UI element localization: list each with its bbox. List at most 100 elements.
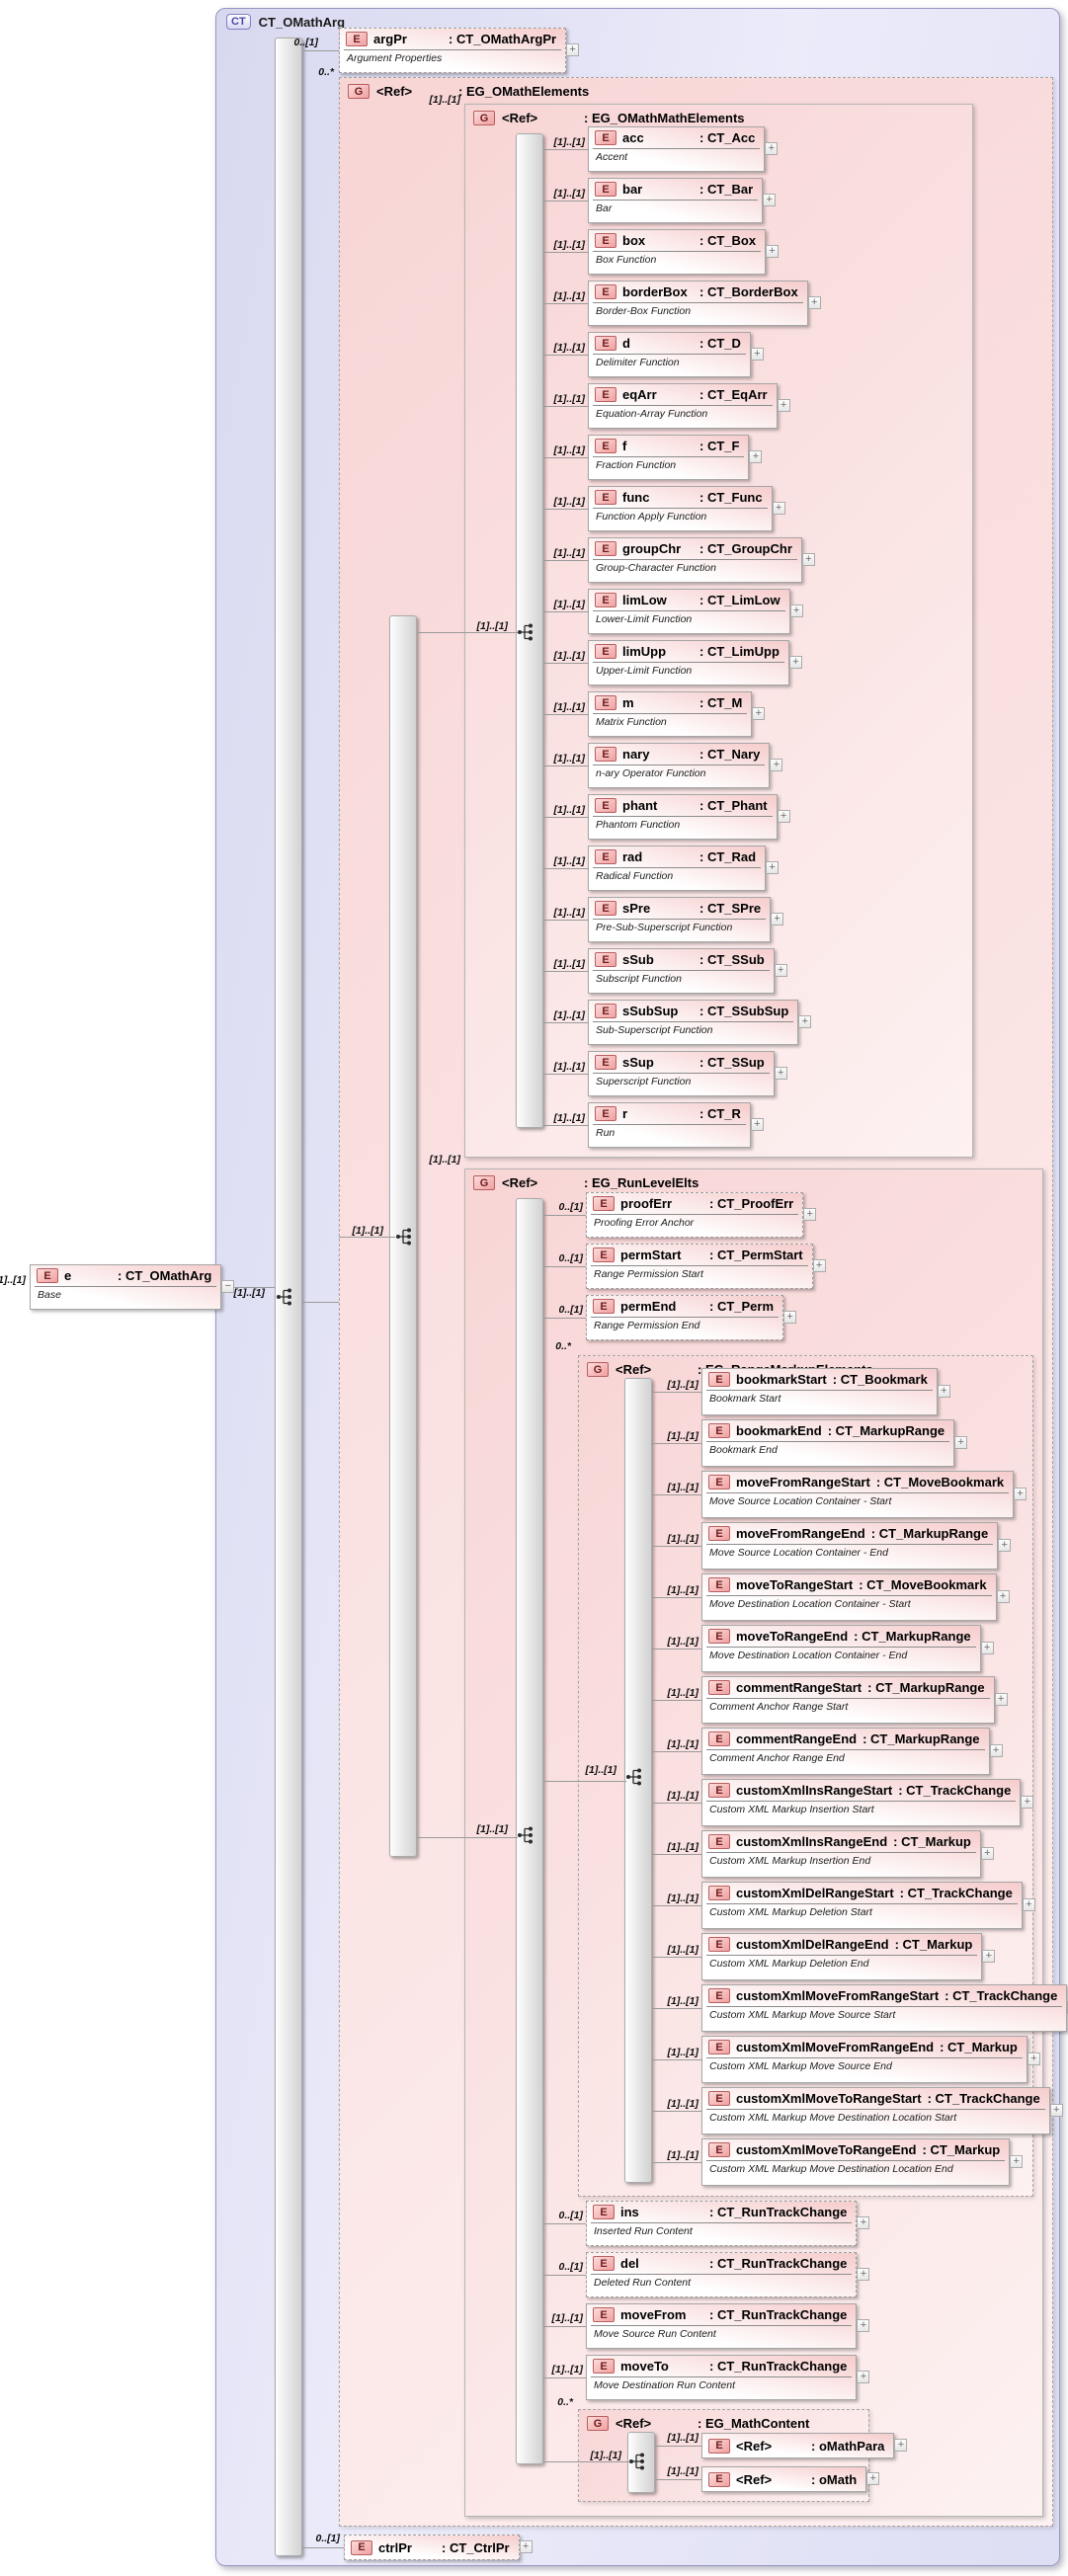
expand-button[interactable]: + [954,1436,968,1449]
expand-button[interactable]: + [937,1385,950,1398]
expand-button[interactable]: + [982,1950,996,1963]
expand-button[interactable]: + [980,1642,994,1654]
expand-button[interactable]: + [866,2472,880,2485]
expand-button[interactable]: + [765,142,779,155]
group-header-eg-mathcontent[interactable]: G <Ref>: EG_MathContent [579,2410,868,2431]
expand-button[interactable]: + [803,1208,817,1221]
expand-button[interactable]: + [788,656,802,669]
expand-button[interactable]: + [777,810,790,823]
expand-button[interactable]: + [752,707,766,720]
expand-button[interactable]: + [750,348,764,361]
expand-button[interactable]: + [989,1744,1003,1757]
expand-button[interactable]: + [996,1590,1010,1603]
expand-button[interactable]: + [857,2371,870,2383]
expand-button[interactable]: + [763,194,777,206]
expand-button[interactable]: + [1010,2155,1024,2168]
expand-button[interactable]: + [1021,1796,1034,1809]
expand-button[interactable]: + [774,964,787,977]
expand-button[interactable]: + [1027,2053,1040,2065]
expand-button[interactable]: + [519,2540,533,2553]
expand-button[interactable]: + [857,2319,870,2332]
group-header-eg-runlevelelts[interactable]: G <Ref>: EG_RunLevelElts [465,1169,1042,1190]
expand-button[interactable]: + [772,502,785,515]
expand-button[interactable]: + [777,399,790,412]
group-header-eg-omathmathelements[interactable]: G <Ref>: EG_OMathMathElements [465,105,972,125]
expand-button[interactable]: + [894,2439,908,2452]
expand-button[interactable]: + [980,1847,994,1860]
expand-button[interactable]: + [998,1539,1012,1552]
element-ref-oMath[interactable]: E <Ref>: oMath + [701,2466,880,2492]
expand-button[interactable]: + [766,245,780,258]
group-header-eg-omathelements[interactable]: G <Ref>: EG_OMathElements [340,78,1052,99]
expand-button[interactable]: + [1022,1898,1035,1911]
expand-button[interactable]: + [750,1118,764,1131]
collapse-button[interactable]: − [221,1280,235,1293]
expand-button[interactable]: + [994,1693,1008,1706]
element-name: customXmlDelRangeStart [736,1886,894,1900]
expand-button[interactable]: + [566,43,580,56]
expand-button[interactable]: + [1049,2104,1063,2117]
expand-button[interactable]: + [766,861,780,874]
expand-button[interactable]: + [807,296,821,309]
expand-button[interactable]: + [771,913,784,926]
expand-button[interactable]: + [1014,1488,1027,1500]
expand-button[interactable]: + [857,2268,870,2281]
expand-button[interactable]: + [783,1311,797,1324]
expand-button[interactable]: + [857,2216,870,2229]
expand-button[interactable]: + [798,1015,812,1028]
expand-button[interactable]: + [770,759,783,771]
expand-button[interactable]: + [801,553,815,566]
expand-button[interactable]: + [749,450,763,463]
expand-button[interactable]: + [812,1259,826,1272]
expand-button[interactable]: + [774,1067,787,1080]
element-ref-oMathPara[interactable]: E <Ref>: oMathPara + [701,2433,908,2458]
expand-button[interactable]: + [789,604,803,617]
